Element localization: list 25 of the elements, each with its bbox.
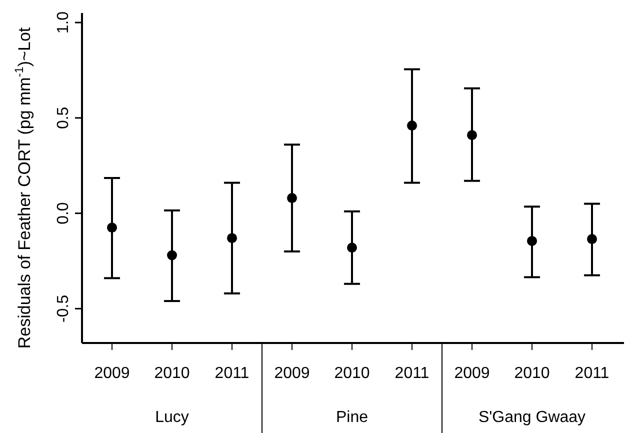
point xyxy=(467,130,477,140)
point xyxy=(407,120,417,131)
text: Lucy xyxy=(155,409,189,426)
x-tick-label: 2009 xyxy=(454,365,490,382)
point xyxy=(527,236,537,246)
x-tick-label: 2010 xyxy=(514,365,550,382)
y-tick-label: 1.0 xyxy=(55,11,72,34)
point xyxy=(107,222,117,233)
point xyxy=(347,242,357,253)
x-tick-label: 2009 xyxy=(274,365,310,382)
point xyxy=(287,193,297,204)
point xyxy=(167,250,177,260)
x-tick-label: 2011 xyxy=(214,365,250,382)
y-tick-label: -0.5 xyxy=(55,294,72,322)
x-tick-label: 2010 xyxy=(334,365,370,382)
x-tick-label: 2011 xyxy=(394,365,430,382)
x-tick-label: 2009 xyxy=(94,365,130,382)
point xyxy=(587,234,597,244)
y-tick-label: 0.5 xyxy=(55,106,72,130)
x-tick-label: 2010 xyxy=(154,365,190,382)
point xyxy=(227,233,237,244)
text: S'Gang Gwaay xyxy=(478,409,586,426)
text: Pine xyxy=(336,409,368,426)
x-tick-label: 2011 xyxy=(574,365,610,382)
y-tick-label: 0.0 xyxy=(55,202,72,224)
